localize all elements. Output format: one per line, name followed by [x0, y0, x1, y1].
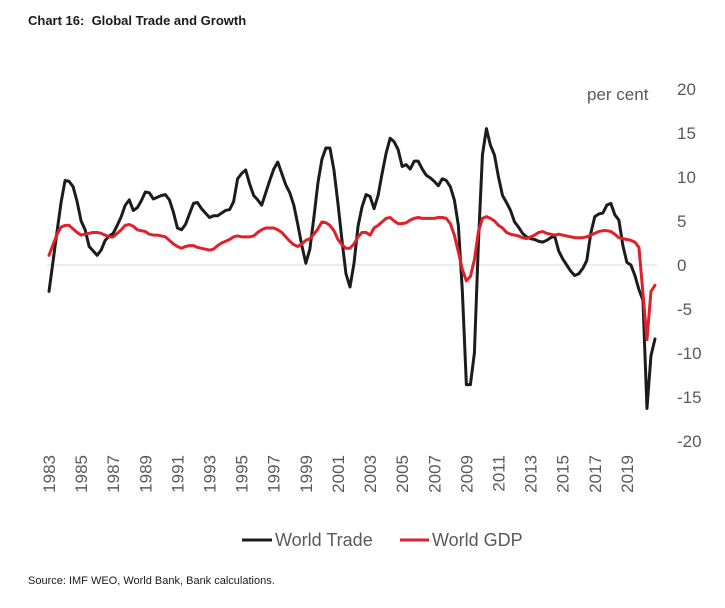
x-tick-label: 1987 [104, 455, 123, 493]
legend-label: World GDP [432, 530, 523, 550]
y-tick-label: 10 [677, 168, 696, 187]
x-tick-label: 1999 [297, 455, 316, 493]
x-tick-label: 2017 [586, 455, 605, 493]
y-tick-label: -15 [677, 388, 702, 407]
chart-title: Chart 16: Global Trade and Growth [28, 13, 247, 28]
series-line-world-trade [47, 127, 657, 410]
x-tick-label: 2013 [522, 455, 541, 493]
x-tick-label: 1985 [72, 455, 91, 493]
y-tick-label: 0 [677, 256, 686, 275]
x-tick-label: 2007 [425, 455, 444, 493]
x-tick-label: 1989 [136, 455, 155, 493]
y-tick-label: 15 [677, 124, 696, 143]
y-axis-title: per cent [587, 85, 649, 104]
x-tick-label: 2011 [489, 455, 508, 492]
y-tick-label: -20 [677, 432, 702, 451]
x-tick-label: 2003 [361, 455, 380, 493]
series-layer [47, 127, 657, 410]
x-tick-label: 2001 [329, 455, 348, 493]
x-tick-label: 1993 [201, 455, 220, 493]
legend-label: World Trade [275, 530, 373, 550]
x-tick-label: 2015 [554, 455, 573, 493]
x-tick-label: 2009 [457, 455, 476, 493]
y-axis: per cent 20 15 10 5 0 -5 -10 -15 -20 [587, 80, 702, 451]
x-axis: 1983 1985 1987 1989 1991 1993 1995 1997 1999 2001… [40, 455, 637, 493]
legend-item-world-trade: World Trade [242, 530, 373, 550]
x-tick-label: 1995 [233, 455, 252, 493]
series-line-world-gdp [47, 215, 657, 342]
y-tick-label: 5 [677, 212, 686, 231]
x-tick-label: 1997 [265, 455, 284, 493]
y-tick-label: -5 [677, 300, 692, 319]
legend: World Trade World GDP [242, 530, 523, 550]
x-tick-label: 2019 [618, 455, 637, 493]
legend-item-world-gdp: World GDP [400, 530, 523, 550]
x-tick-label: 1983 [40, 455, 59, 493]
source-note: Source: IMF WEO, World Bank, Bank calcul… [28, 575, 275, 587]
x-tick-label: 2005 [393, 455, 412, 493]
y-tick-label: 20 [677, 80, 696, 99]
y-tick-label: -10 [677, 344, 702, 363]
x-tick-label: 1991 [168, 455, 187, 493]
